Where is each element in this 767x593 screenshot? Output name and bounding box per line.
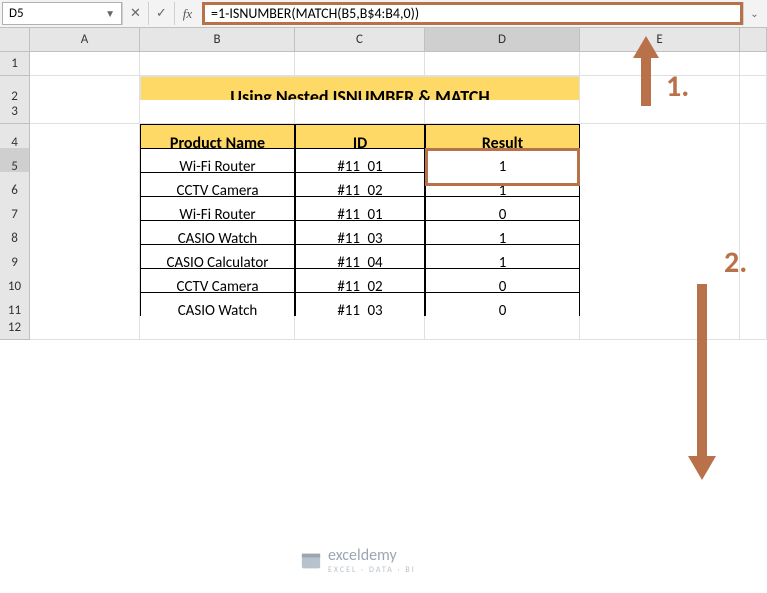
arrow-down-icon	[688, 284, 716, 480]
logo-icon	[300, 550, 322, 572]
cell-A1[interactable]	[30, 52, 140, 76]
col-header-A[interactable]: A	[30, 28, 140, 52]
select-all-corner[interactable]	[0, 28, 30, 52]
row-header-1[interactable]: 1	[0, 52, 30, 76]
cell-C1[interactable]	[295, 52, 425, 76]
cell-D5-text: 1	[499, 158, 507, 176]
exceldemy-logo: exceldemy EXCEL · DATA · BI	[300, 546, 416, 575]
logo-subtext: EXCEL · DATA · BI	[328, 565, 416, 575]
cell-B1[interactable]	[140, 52, 295, 76]
enter-icon[interactable]: ✓	[148, 2, 174, 25]
col-header-E[interactable]: E	[580, 28, 740, 52]
formula-input[interactable]: =1-ISNUMBER(MATCH(B5,B$4:B4,0))	[202, 2, 743, 25]
cell-over-1	[740, 52, 767, 76]
cell-E12[interactable]	[580, 316, 740, 340]
formula-bar: D5 ▼ ✕ ✓ fx =1-ISNUMBER(MATCH(B5,B$4:B4,…	[0, 0, 767, 28]
cell-D5-selected[interactable]: 1	[425, 148, 580, 186]
expand-formula-icon[interactable]: ⌄	[743, 2, 765, 25]
cell-D3[interactable]	[425, 100, 580, 124]
col-header-B[interactable]: B	[140, 28, 295, 52]
row-header-12[interactable]: 12	[0, 316, 30, 340]
arrow-up-icon	[633, 36, 659, 106]
step-1-label: 1.	[666, 68, 689, 105]
cancel-icon[interactable]: ✕	[122, 2, 148, 25]
row-header-3[interactable]: 3	[0, 100, 30, 124]
cell-E1[interactable]	[580, 52, 740, 76]
step-2-label: 2.	[724, 244, 747, 281]
cell-E3[interactable]	[580, 100, 740, 124]
cell-B3[interactable]	[140, 100, 295, 124]
cell-A3[interactable]	[30, 100, 140, 124]
name-box-value: D5	[9, 6, 24, 21]
cell-C3[interactable]	[295, 100, 425, 124]
logo-text: exceldemy	[328, 546, 397, 565]
col-header-C[interactable]: C	[295, 28, 425, 52]
name-box[interactable]: D5 ▼	[2, 2, 122, 25]
cell-A12[interactable]	[30, 316, 140, 340]
formula-text: =1-ISNUMBER(MATCH(B5,B$4:B4,0))	[211, 5, 419, 22]
name-box-dropdown-icon[interactable]: ▼	[105, 7, 115, 20]
cell-B12[interactable]	[140, 316, 295, 340]
cell-D1[interactable]	[425, 52, 580, 76]
col-header-D[interactable]: D	[425, 28, 580, 52]
fx-icon[interactable]: fx	[174, 2, 200, 25]
cell-over-3	[740, 100, 767, 124]
cell-over-12	[740, 316, 767, 340]
col-header-overflow	[740, 28, 767, 52]
cell-D12[interactable]	[425, 316, 580, 340]
cell-C12[interactable]	[295, 316, 425, 340]
